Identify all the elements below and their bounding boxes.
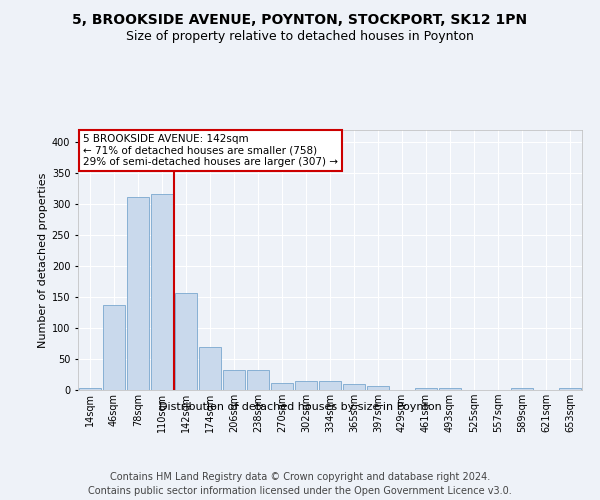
Bar (103, 305, 125, 390)
Bar (127, 197, 149, 390)
Text: Contains HM Land Registry data © Crown copyright and database right 2024.
Contai: Contains HM Land Registry data © Crown c… (88, 472, 512, 496)
Bar (271, 382, 293, 390)
Bar (223, 370, 245, 390)
Y-axis label: Number of detached properties: Number of detached properties (38, 172, 47, 348)
Bar (439, 388, 461, 390)
Bar (79, 388, 101, 390)
Bar (247, 370, 269, 390)
Bar (151, 194, 173, 390)
Bar (199, 346, 221, 390)
Bar (319, 380, 341, 390)
Bar (415, 388, 437, 390)
Bar (511, 388, 533, 390)
Text: 5, BROOKSIDE AVENUE, POYNTON, STOCKPORT, SK12 1PN: 5, BROOKSIDE AVENUE, POYNTON, STOCKPORT,… (73, 12, 527, 26)
Bar (175, 293, 197, 390)
Text: Distribution of detached houses by size in Poynton: Distribution of detached houses by size … (158, 402, 442, 412)
Bar (367, 386, 389, 390)
Bar (343, 384, 365, 390)
Bar (559, 388, 581, 390)
Text: Size of property relative to detached houses in Poynton: Size of property relative to detached ho… (126, 30, 474, 43)
Text: 5 BROOKSIDE AVENUE: 142sqm
← 71% of detached houses are smaller (758)
29% of sem: 5 BROOKSIDE AVENUE: 142sqm ← 71% of deta… (83, 134, 338, 167)
Bar (295, 380, 317, 390)
